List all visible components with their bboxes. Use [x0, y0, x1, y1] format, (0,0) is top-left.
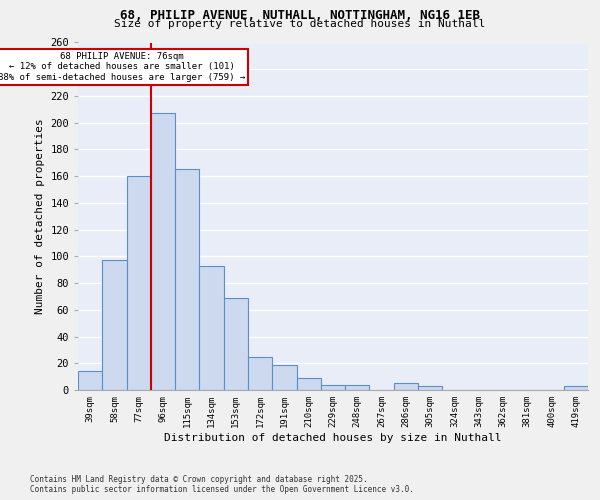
Bar — [175, 170, 199, 390]
Bar — [78, 372, 102, 390]
Bar — [248, 356, 272, 390]
Bar — [394, 384, 418, 390]
Y-axis label: Number of detached properties: Number of detached properties — [35, 118, 44, 314]
Text: Size of property relative to detached houses in Nuthall: Size of property relative to detached ho… — [115, 19, 485, 29]
X-axis label: Distribution of detached houses by size in Nuthall: Distribution of detached houses by size … — [164, 432, 502, 442]
Bar — [296, 378, 321, 390]
Bar — [224, 298, 248, 390]
Bar — [102, 260, 127, 390]
Bar — [345, 384, 370, 390]
Bar — [418, 386, 442, 390]
Bar — [321, 384, 345, 390]
Text: 68, PHILIP AVENUE, NUTHALL, NOTTINGHAM, NG16 1EB: 68, PHILIP AVENUE, NUTHALL, NOTTINGHAM, … — [120, 9, 480, 22]
Bar — [127, 176, 151, 390]
Bar — [199, 266, 224, 390]
Text: Contains HM Land Registry data © Crown copyright and database right 2025.
Contai: Contains HM Land Registry data © Crown c… — [30, 474, 414, 494]
Bar — [151, 114, 175, 390]
Bar — [564, 386, 588, 390]
Text: 68 PHILIP AVENUE: 76sqm
← 12% of detached houses are smaller (101)
88% of semi-d: 68 PHILIP AVENUE: 76sqm ← 12% of detache… — [0, 52, 245, 82]
Bar — [272, 364, 296, 390]
